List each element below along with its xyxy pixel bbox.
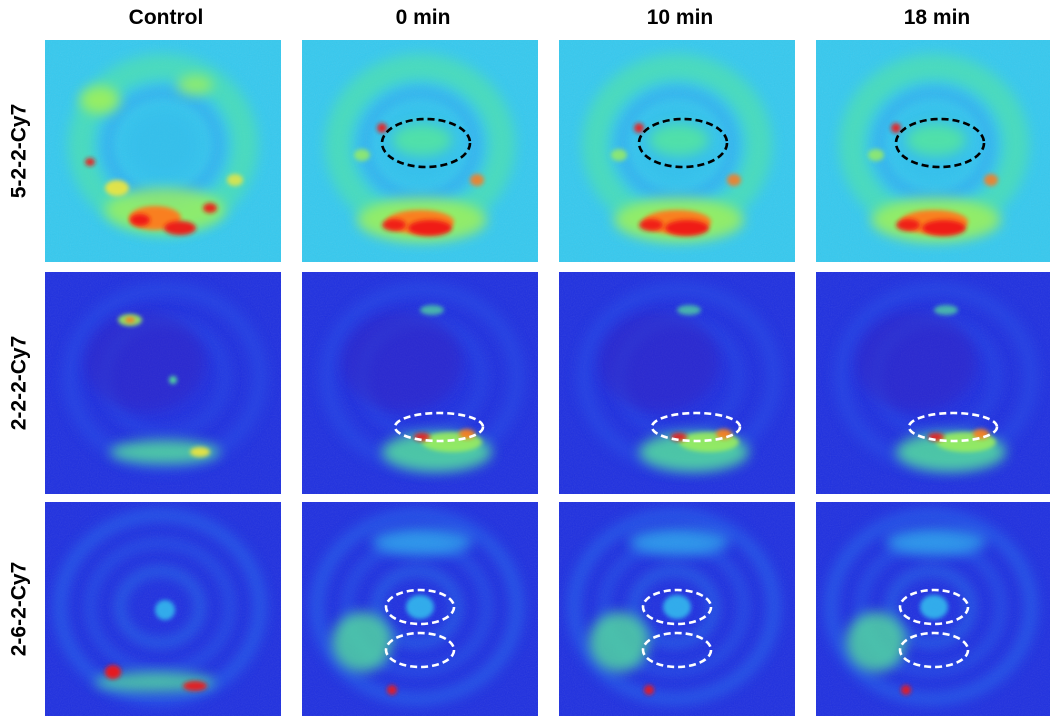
heatmap-panel-2-6-2-cy7-10-min (559, 502, 795, 716)
column-header-18-min: 18 min (903, 6, 971, 29)
heatmap-panel-2-2-2-cy7-control (45, 272, 281, 494)
heatmap-panel-5-2-2-cy7-18-min (816, 40, 1050, 262)
heatmap-panel-2-6-2-cy7-18-min (816, 502, 1050, 716)
heatmap-panel-5-2-2-cy7-control (45, 40, 281, 262)
heatmap-panel-2-6-2-cy7-0-min (302, 502, 538, 716)
row-label-5-2-2-cy7: 5-2-2-Cy7 (7, 103, 31, 199)
heatmap-panel-2-6-2-cy7-control (45, 502, 281, 716)
row-label-2-6-2-cy7: 2-6-2-Cy7 (7, 561, 31, 657)
column-header-10-min: 10 min (646, 6, 714, 29)
heatmap-panel-2-2-2-cy7-0-min (302, 272, 538, 494)
row-label-2-2-2-cy7: 2-2-2-Cy7 (7, 335, 31, 431)
column-header-0-min: 0 min (395, 6, 451, 29)
heatmap-panel-2-2-2-cy7-10-min (559, 272, 795, 494)
heatmap-panel-2-2-2-cy7-18-min (816, 272, 1050, 494)
heatmap-panel-5-2-2-cy7-10-min (559, 40, 795, 262)
heatmap-panel-5-2-2-cy7-0-min (302, 40, 538, 262)
column-header-control: Control (128, 6, 204, 29)
